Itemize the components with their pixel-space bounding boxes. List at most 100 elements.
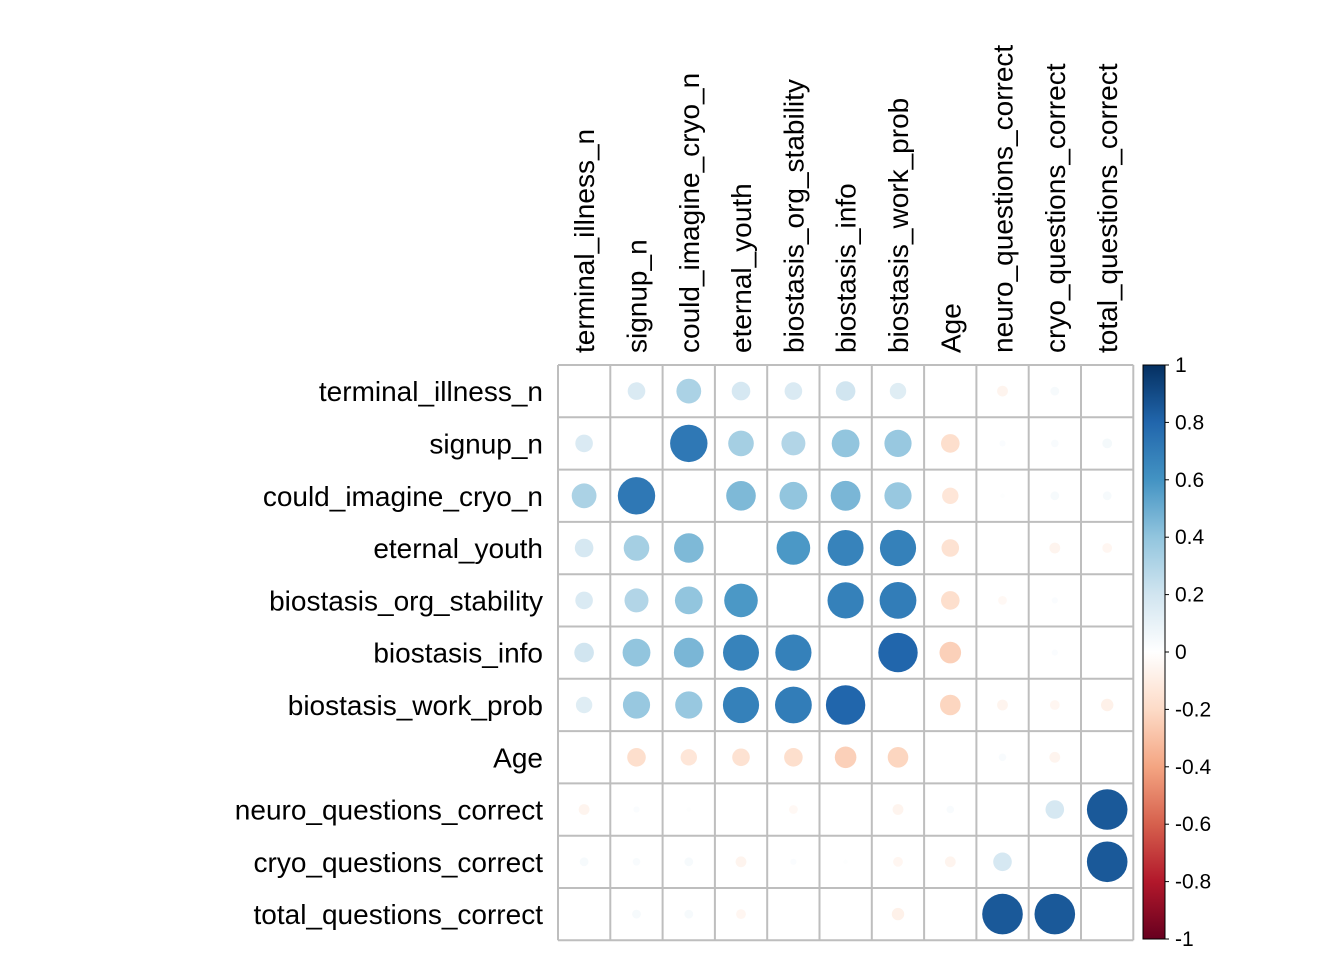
correlation-circle [575,696,593,714]
correlation-circle [622,638,651,667]
row-label: total_questions_correct [253,899,543,930]
correlation-circle [887,747,909,768]
correlation-circle [633,806,640,813]
correlation-circle [1051,649,1058,656]
legend-tick-label: -1 [1175,928,1194,951]
row-label: Age [493,742,543,773]
row-labels: terminal_illness_n signup_n could_imagine_… [235,376,543,930]
correlation-circle [724,583,758,618]
row-label: eternal_youth [373,533,543,564]
legend-tick-label: 0 [1175,641,1187,664]
correlation-circle [624,588,649,613]
color-legend-bar [1142,364,1166,940]
correlation-circle [997,699,1008,711]
row-label: could_imagine_cryo_n [263,481,543,512]
correlation-circle [831,429,860,458]
correlation-circle [684,909,694,919]
correlation-circle [775,634,812,671]
correlation-circle [878,632,918,673]
correlation-circle [827,582,864,619]
correlation-circle [993,852,1012,872]
legend-tick-label: 0.2 [1175,584,1204,607]
correlation-circle [941,539,960,557]
correlation-circle [627,748,646,767]
correlation-circle [574,538,594,558]
legend-tick-label: -0.2 [1175,698,1211,721]
correlation-circle [670,424,708,463]
correlation-circle [1034,893,1076,935]
correlation-circle [676,378,702,404]
correlation-circle [673,637,704,668]
correlation-circles [571,378,1128,935]
correlation-circle [728,430,754,457]
correlation-circle [674,586,703,615]
column-label: Age [935,303,966,353]
correlation-circle [892,804,904,815]
correlation-circle [1049,542,1061,554]
correlation-circle [1101,698,1114,712]
correlation-circle [784,748,803,767]
correlation-circle [736,909,746,919]
column-label: biostasis_org_stability [778,79,809,353]
correlation-circle [1051,597,1058,604]
correlation-circle [982,893,1023,935]
correlation-circle [1102,491,1112,501]
correlation-circle [940,694,961,716]
legend-tick-label: -0.4 [1175,756,1212,779]
column-label: biostasis_info [831,183,862,353]
correlation-circle [1050,491,1060,501]
correlation-circle [632,909,641,919]
correlation-circle [893,856,903,867]
correlation-circle [997,385,1008,397]
legend-tick-label: 0.8 [1175,411,1204,434]
correlation-circle [942,487,959,504]
correlation-circle [835,381,856,401]
legend-tick-label: 1 [1175,354,1187,377]
column-label: neuro_questions_correct [988,45,1019,353]
correlation-circle [1086,789,1128,830]
correlation-circle [784,382,803,400]
correlation-circle [998,596,1007,605]
correlation-circle [680,749,697,766]
correlation-circle [571,483,597,509]
correlation-circle [825,685,866,725]
correlation-circle [843,859,848,864]
row-label: neuro_questions_correct [235,795,543,826]
correlation-circle [834,746,857,769]
row-label: signup_n [429,428,543,459]
column-label: signup_n [621,239,652,353]
correlation-circle [726,481,756,511]
column-label: could_imagine_cryo_n [674,73,705,353]
correlation-circle [623,535,650,561]
correlation-circle [579,857,589,867]
correlation-circle [775,686,812,724]
correlation-circle [776,531,811,565]
correlation-circle [1051,439,1059,448]
correlation-circle [1050,386,1060,396]
column-label: eternal_youth [726,183,757,353]
grid-lines [557,364,1135,942]
correlation-circle [779,481,808,510]
row-label: biostasis_org_stability [269,585,543,616]
correlation-circle [884,429,912,457]
correlation-circle [999,440,1006,447]
correlation-circle [1102,543,1113,553]
correlation-circle [574,642,594,663]
correlation-circle [575,591,593,610]
correlation-circle [686,807,691,812]
legend-tick-label: 0.4 [1175,526,1205,549]
correlation-circle [1102,438,1113,449]
correlation-circle [684,857,694,867]
correlation-circle [575,434,593,453]
correlation-circle [1086,841,1128,883]
correlation-circle [1000,493,1005,498]
correlation-circle [891,907,905,921]
row-label: biostasis_info [373,638,543,669]
column-labels: terminal_illness_n signup_n could_imagine_… [569,45,1123,353]
correlation-circle [732,748,750,767]
correlation-circle [830,480,861,511]
correlation-circle [578,804,590,815]
correlation-circle [781,431,806,456]
correlation-circle [632,858,641,866]
